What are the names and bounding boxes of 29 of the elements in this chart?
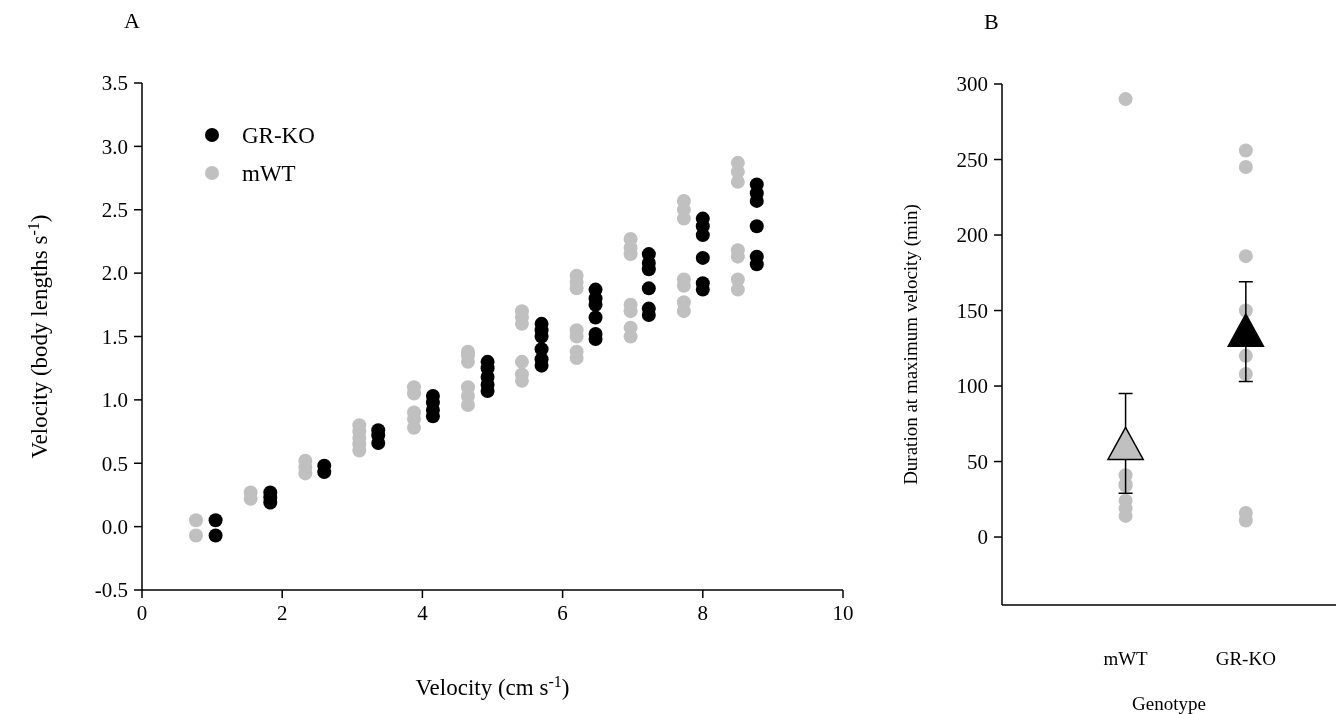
y-tick-label: 250 [956,147,988,172]
y-tick-label: -0.5 [94,578,128,603]
y-tick-label: 2.5 [101,198,128,223]
x-tick-label: 6 [557,601,568,625]
x-tick-label: 2 [276,601,288,625]
y-tick-label: 1.0 [101,388,128,413]
x-tick-label: 0 [136,601,148,625]
y-axis-title: Duration at maximum velocity (min) [900,204,922,485]
y-tick-label: 150 [956,298,988,323]
chart-title: B [984,9,999,34]
x-tick-label: 4 [417,601,429,625]
y-tick-label: 50 [967,449,988,474]
y-tick-label: 2.0 [101,261,128,286]
y-tick-label: 200 [956,223,988,248]
y-tick-label: 0.5 [101,451,128,476]
y-tick-label: 0.0 [101,514,128,539]
legend-label: GR-KO [242,123,315,149]
x-axis-title: Velocity (cm s$^{-1}$) [415,672,570,700]
y-tick-label: 300 [956,72,988,97]
y-tick-label: 1.5 [101,324,128,349]
x-axis-title: Genotype [1132,693,1206,714]
legend-label: mWT [242,161,296,187]
chart-title: A [124,8,140,33]
y-tick-label: 3.0 [101,134,128,159]
x-tick-label: 10 [832,601,854,625]
y-tick-label: 3.5 [101,71,128,96]
x-tick-label: 8 [697,601,709,625]
y-tick-label: 100 [956,374,988,399]
y-tick-label: 0 [977,525,988,550]
